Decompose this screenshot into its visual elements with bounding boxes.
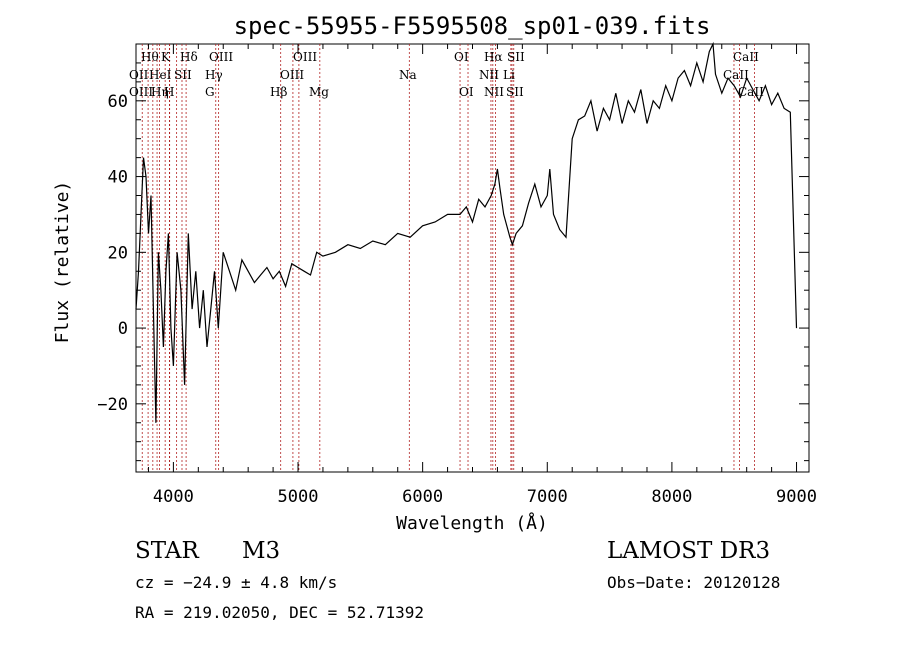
y-tick-label: 20 — [108, 243, 128, 263]
spectral-line-label: OI — [459, 85, 474, 99]
object-subclass: M3 — [242, 538, 281, 564]
x-tick-label: 5000 — [278, 487, 319, 507]
spectral-line-label: CaII — [723, 68, 749, 82]
spectral-line-label: Na — [399, 68, 417, 82]
spectral-line-label: Li — [503, 68, 515, 82]
x-tick-label: 8000 — [651, 487, 692, 507]
y-tick-label: 60 — [108, 92, 128, 112]
object-class: STAR — [135, 538, 199, 564]
redshift-velocity: cz = −24.9 ± 4.8 km/s — [135, 573, 338, 592]
survey-name: LAMOST DR3 — [607, 538, 771, 564]
spectral-line-label: Mg — [309, 85, 329, 99]
spectral-line-label: Hδ — [180, 50, 198, 64]
observation-date: Obs−Date: 20120128 — [607, 573, 781, 592]
flux-series-group — [135, 41, 798, 423]
spectral-line-label: OIII — [129, 85, 153, 99]
spectral-line-label: CaII — [733, 50, 759, 64]
ra-dec: RA = 219.02050, DEC = 52.71392 — [135, 603, 424, 622]
x-tick-label: 6000 — [402, 487, 443, 507]
spectral-line-label: OI — [454, 50, 469, 64]
x-tick-label: 4000 — [153, 487, 194, 507]
spectral-line-label: OII — [129, 68, 149, 82]
x-axis-label: Wavelength (Å) — [396, 512, 548, 534]
spectral-line-label: OIII — [293, 50, 317, 64]
spectral-line-label: Hη — [151, 85, 169, 99]
spectral-line-label: SII — [507, 50, 525, 64]
spectral-line-label: Hβ — [270, 85, 287, 99]
flux-series-line — [135, 41, 798, 423]
y-axis-label: Flux (relative) — [52, 181, 73, 344]
spectral-line-label: SII — [174, 68, 192, 82]
y-tick-label: 40 — [108, 168, 128, 188]
spectral-line-label: OIII — [209, 50, 233, 64]
spectral-line-label: Hθ — [141, 50, 159, 64]
spectral-line-label: CaII — [738, 85, 764, 99]
plot-frame — [135, 43, 810, 473]
spectral-line-label: HeI — [149, 68, 172, 82]
axis-ticks: 4000 5000 6000 7000 8000 9000 −20 0 20 40 60 — [97, 44, 817, 507]
y-tick-label: 0 — [118, 319, 128, 339]
spectral-line-label: K — [161, 50, 171, 64]
spectral-line-label: NII — [479, 68, 499, 82]
spectral-line-label: G — [205, 85, 215, 99]
spectral-line-label: Hγ — [205, 68, 223, 82]
x-tick-label: 7000 — [527, 487, 568, 507]
x-tick-label: 9000 — [776, 487, 817, 507]
spectral-line-label: NII — [484, 85, 504, 99]
spectral-line-label: SII — [506, 85, 524, 99]
spectral-line-label: H — [164, 85, 174, 99]
chart-title: spec-55955-F5595508_sp01-039.fits — [234, 12, 711, 40]
spectral-line-label: OIII — [280, 68, 304, 82]
spectral-line-label: Hα — [484, 50, 503, 64]
y-tick-label: −20 — [97, 395, 128, 415]
